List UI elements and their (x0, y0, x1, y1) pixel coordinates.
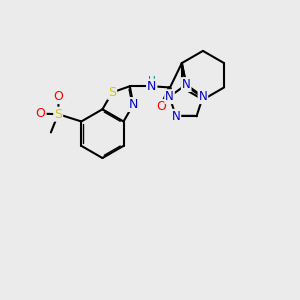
Text: N: N (165, 90, 174, 103)
Text: O: O (54, 90, 64, 103)
Text: S: S (54, 108, 62, 121)
Text: S: S (108, 86, 116, 99)
Text: N: N (129, 98, 138, 111)
Text: O: O (36, 107, 46, 120)
Text: O: O (157, 100, 166, 113)
Text: N: N (199, 90, 207, 103)
Text: N: N (147, 80, 156, 93)
Text: N: N (182, 78, 190, 91)
Text: H: H (148, 76, 156, 86)
Text: N: N (172, 110, 180, 123)
